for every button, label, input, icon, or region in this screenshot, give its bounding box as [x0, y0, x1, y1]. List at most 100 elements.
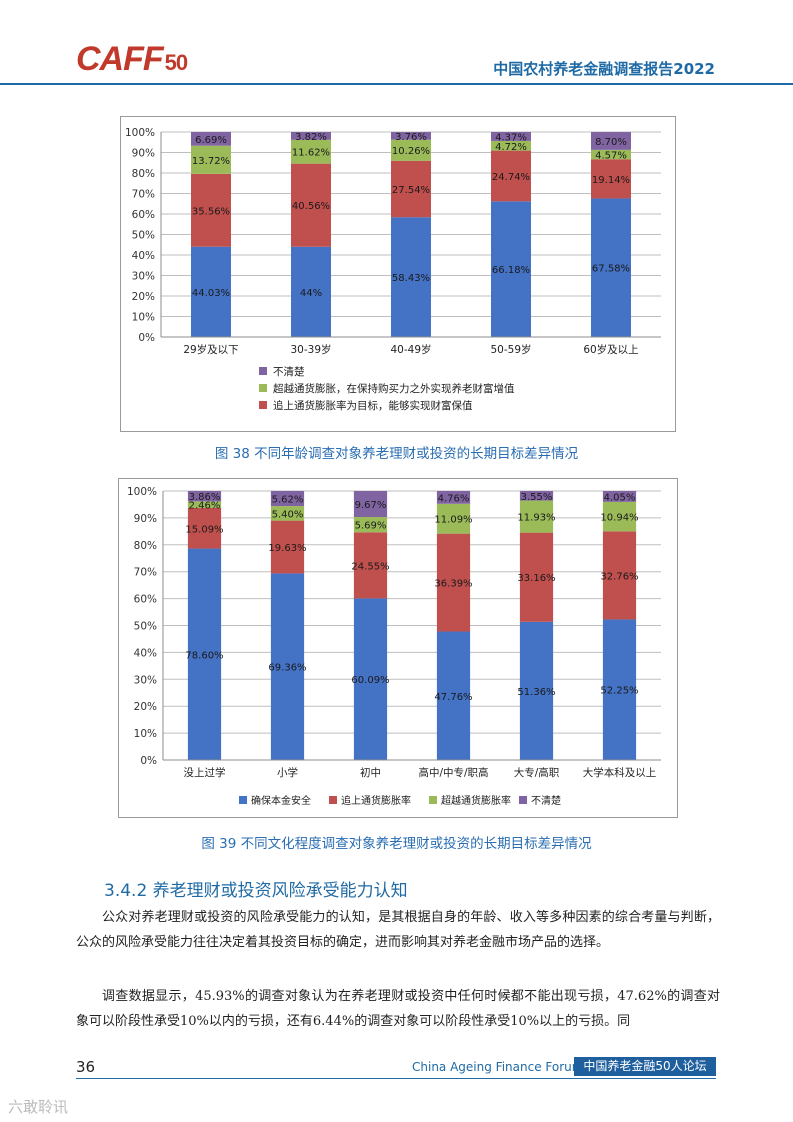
chart1-data-label: 3.76% — [395, 132, 427, 143]
chart2-bar-segment — [270, 490, 305, 507]
report-title: 中国农村养老金融调查报告2022 — [493, 60, 715, 78]
chart2-y-tick-label: 10% — [134, 728, 157, 740]
caff-logo: CAFF50 — [76, 40, 188, 78]
chart2-legend-label: 追上通货膨胀率 — [341, 794, 411, 807]
chart1-data-label: 35.56% — [192, 206, 230, 217]
chart1-y-tick-label: 10% — [132, 312, 155, 324]
chart1-data-label: 19.14% — [592, 175, 630, 186]
chart2-data-label: 15.09% — [185, 524, 223, 535]
chart1-data-label: 8.70% — [595, 137, 627, 148]
chart2-y-tick-label: 50% — [134, 621, 157, 633]
chart2-data-label: 69.36% — [268, 663, 306, 674]
chart1-y-tick-label: 90% — [132, 148, 155, 160]
chart1-bar-segment — [591, 132, 631, 150]
chart2-x-tick-label: 高中/中专/职高 — [418, 766, 488, 779]
chart1-bar-segment — [591, 149, 631, 160]
footer-forum-badge: 中国养老金融50人论坛 — [574, 1057, 716, 1076]
chart1-bar-segment — [491, 131, 531, 141]
chart1-bar-segment — [391, 160, 431, 218]
chart1-x-tick-label: 60岁及以上 — [583, 343, 638, 356]
watermark: 六敢聆讯 — [8, 1098, 69, 1116]
figure-38-caption: 图 38 不同年龄调查对象养老理财或投资的长期目标差异情况 — [214, 446, 579, 462]
footer-forum-english: China Ageing Finance Forum — [412, 1060, 584, 1074]
chart2-bar-segment — [602, 501, 637, 532]
chart1-x-tick-label: 30-39岁 — [290, 343, 331, 356]
chart1-legend-label: 超越通货膨胀，在保持购买力之外实现养老财富增值 — [273, 382, 515, 395]
chart2-data-label: 11.09% — [434, 515, 472, 526]
page-header: CAFF50 中国农村养老金融调查报告2022 — [0, 0, 793, 92]
chart1-bar-segment — [291, 132, 331, 140]
chart1-data-label: 6.69% — [195, 135, 227, 146]
chart1-y-tick-label: 0% — [138, 332, 155, 344]
chart1-y-tick-label: 20% — [132, 291, 155, 303]
chart2-bar-segment — [353, 517, 388, 533]
chart2-legend-label: 确保本金安全 — [251, 794, 311, 807]
chart1-bar-segment — [391, 139, 431, 161]
chart1-y-tick-label: 30% — [132, 271, 155, 283]
chart2-bar-segment — [353, 491, 388, 518]
chart1-data-label: 27.54% — [392, 185, 430, 196]
chart2-legend-swatch — [519, 796, 527, 804]
page-number: 36 — [76, 1058, 96, 1076]
chart1-bar-segment — [191, 173, 231, 247]
chart2-bar-segment — [519, 500, 554, 533]
chart2-data-label: 60.09% — [351, 675, 389, 686]
chart2-data-label: 5.62% — [272, 495, 304, 506]
chart2-data-label: 4.76% — [438, 493, 470, 504]
chart2-x-tick-label: 大学本科及以上 — [583, 766, 657, 779]
chart1-bar-segment — [491, 140, 531, 151]
chart2-bar-segment — [519, 532, 554, 622]
chart1-bar-segment — [491, 201, 531, 337]
chart2-data-label: 78.60% — [185, 650, 223, 661]
chart1-data-label: 44.03% — [192, 288, 230, 299]
chart2-bar-segment — [602, 531, 637, 620]
chart1-data-label: 10.26% — [392, 146, 430, 157]
section-title: 3.4.2 养老理财或投资风险承受能力认知 — [104, 881, 408, 901]
chart2-bar-segment — [602, 491, 637, 502]
age-goal-chart-svg: 0% 10% 20% 30% 40% 50% 60% 70% 80% 90% 100% 44.03% 3… — [125, 127, 661, 412]
chart1-y-tick-label: 80% — [132, 168, 155, 180]
chart2-bar-segment — [436, 491, 471, 504]
paragraph-2: 调查数据显示，45.93%的调查对象认为在养老理财或投资中任何时候都不能出现亏损… — [76, 989, 720, 1029]
chart1-x-tick-label: 40-49岁 — [390, 343, 431, 356]
chart2-data-label: 4.05% — [604, 492, 636, 503]
chart2-data-label: 32.76% — [600, 571, 638, 582]
education-goal-chart-svg: 0% 10% 20% 30% 40% 50% 60% 70% 80% 90% 100% 78.60% 1… — [127, 486, 661, 807]
chart1-y-tick-label: 70% — [132, 189, 155, 201]
chart1-legend-swatch — [259, 384, 267, 392]
chart2-x-tick-label: 大专/高职 — [514, 766, 560, 779]
chart1-data-label: 58.43% — [392, 273, 430, 284]
chart1-bar-segment — [191, 246, 231, 337]
chart2-data-label: 3.55% — [521, 492, 553, 503]
chart1-data-label: 4.57% — [595, 151, 627, 162]
chart1-data-label: 40.56% — [292, 201, 330, 212]
chart2-bar-segment — [187, 501, 222, 508]
chart2-data-label: 52.25% — [600, 686, 638, 697]
chart1-bar-segment — [291, 246, 331, 337]
chart1-data-label: 3.82% — [295, 132, 327, 143]
chart1-data-label: 44% — [300, 288, 322, 299]
chart2-data-label: 19.63% — [268, 543, 306, 554]
chart1-bar-segment — [291, 163, 331, 247]
chart1-x-tick-label: 50-59岁 — [490, 343, 531, 356]
chart2-bar-segment — [270, 520, 305, 574]
chart2-x-tick-label: 初中 — [360, 766, 381, 779]
chart1-data-label: 67.58% — [592, 264, 630, 275]
chart1-x-tick-label: 29岁及以下 — [183, 343, 238, 356]
chart1-data-label: 13.72% — [192, 156, 230, 167]
chart2-data-label: 11.93% — [517, 513, 555, 524]
chart1-data-label: 4.72% — [495, 142, 527, 153]
chart1-data-label: 66.18% — [492, 265, 530, 276]
chart2-data-label: 10.94% — [600, 513, 638, 524]
chart1-bar-segment — [491, 150, 531, 202]
chart1-bar-segment — [591, 159, 631, 199]
chart2-data-label: 51.36% — [517, 687, 555, 698]
chart1-bar-segment — [191, 145, 231, 174]
chart2-y-tick-label: 40% — [134, 647, 157, 659]
chart2-legend-label: 不清楚 — [531, 794, 561, 807]
chart1-bar-segment — [291, 139, 331, 164]
chart2-bar-segment — [436, 533, 471, 632]
footer-divider — [76, 1078, 716, 1079]
education-goal-chart: 0% 10% 20% 30% 40% 50% 60% 70% 80% 90% 100% 78.60% 1… — [118, 478, 678, 818]
chart2-y-tick-label: 90% — [134, 513, 157, 525]
